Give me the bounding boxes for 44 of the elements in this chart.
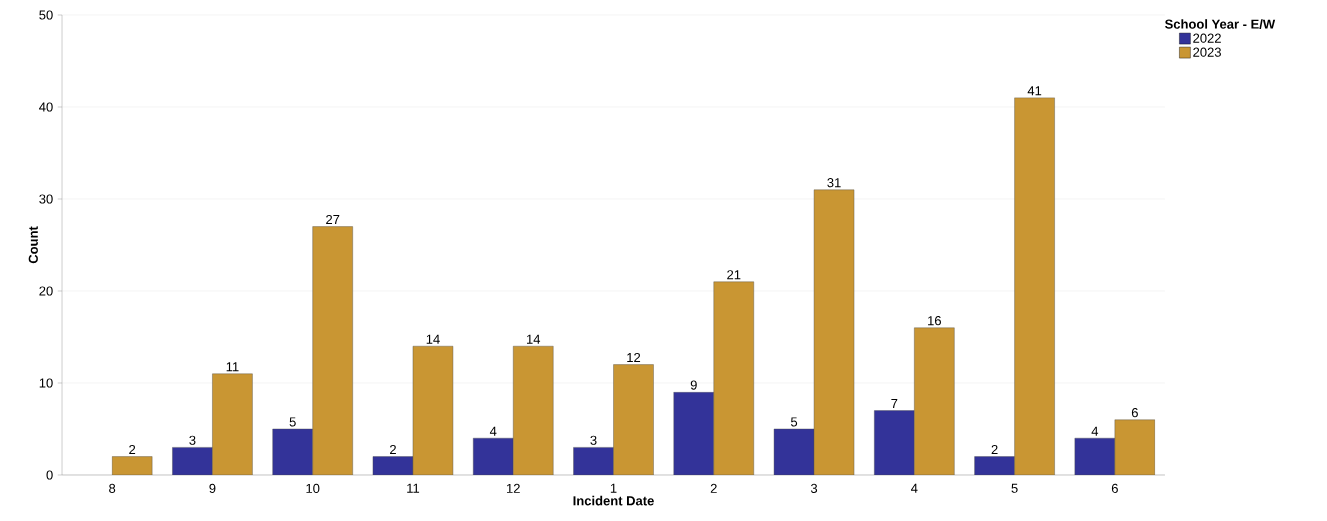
- data-label: 14: [526, 334, 541, 344]
- y-tick-label: 20: [39, 286, 53, 296]
- data-label: 41: [1027, 86, 1042, 96]
- data-label: 3: [590, 435, 597, 445]
- data-label: 16: [928, 316, 941, 326]
- data-label: 31: [827, 178, 841, 188]
- data-label: 11: [226, 362, 239, 372]
- x-tick-label: 12: [506, 483, 520, 493]
- x-tick-label: 8: [109, 483, 116, 493]
- x-tick-label: 11: [407, 483, 420, 493]
- data-label: 14: [426, 334, 440, 344]
- data-label: 4: [1091, 426, 1099, 436]
- y-tick-label: 30: [39, 194, 53, 204]
- data-label: 7: [891, 399, 898, 409]
- data-label: 2: [390, 444, 396, 455]
- y-tick-label: 0: [46, 470, 53, 480]
- x-tick-label: 6: [1111, 483, 1118, 493]
- x-axis-title: Incident Date: [573, 495, 654, 506]
- data-label: 4: [489, 426, 497, 436]
- y-tick-label: 10: [39, 378, 53, 388]
- data-label: 2: [991, 444, 998, 455]
- data-label: 3: [189, 435, 196, 445]
- data-label: 2: [129, 444, 136, 455]
- data-label: 5: [289, 417, 296, 427]
- legend-label: 2023: [1193, 47, 1221, 57]
- y-tick-label: 50: [39, 10, 53, 20]
- data-label: 9: [690, 380, 697, 390]
- data-label: 27: [326, 214, 340, 225]
- y-tick-label: 40: [39, 102, 53, 112]
- bar: [111, 456, 153, 475]
- data-label: 21: [727, 270, 741, 280]
- data-label: 5: [790, 417, 798, 427]
- legend-label: 2022: [1193, 33, 1221, 43]
- x-tick-label: 3: [810, 483, 818, 493]
- x-tick-label: 9: [209, 483, 216, 493]
- legend-title: School Year - E/W: [1164, 19, 1276, 29]
- x-tick-label: 10: [306, 483, 320, 493]
- x-tick-label: 5: [1011, 483, 1018, 493]
- data-label: 6: [1131, 408, 1138, 418]
- y-axis-title: Count: [28, 226, 38, 264]
- data-label: 12: [627, 352, 641, 363]
- x-tick-label: 4: [911, 483, 918, 493]
- x-tick-label: 1: [610, 483, 617, 493]
- x-tick-label: 2: [710, 483, 717, 493]
